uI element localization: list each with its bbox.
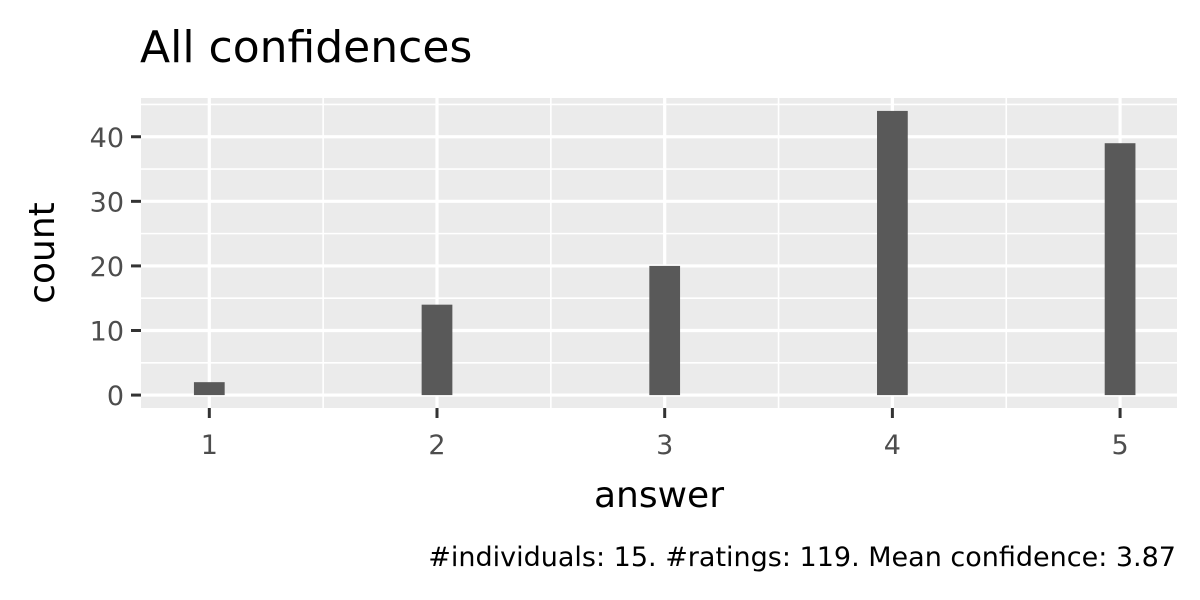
chart-title: All confidences bbox=[140, 22, 472, 73]
y-tick-label: 20 bbox=[90, 252, 124, 283]
x-tick-label: 3 bbox=[656, 430, 673, 461]
x-tick-label: 2 bbox=[428, 430, 445, 461]
y-tick-label: 30 bbox=[90, 187, 124, 218]
bar-1 bbox=[193, 382, 225, 396]
y-axis: 0 10 20 30 40 bbox=[90, 123, 141, 412]
bar-3 bbox=[649, 265, 681, 396]
y-tick-label: 0 bbox=[107, 381, 124, 412]
y-tick-label: 10 bbox=[90, 317, 124, 348]
bar-4 bbox=[877, 110, 908, 396]
bar-5 bbox=[1104, 143, 1136, 396]
y-axis-title: count bbox=[22, 202, 63, 304]
x-axis-title: answer bbox=[594, 475, 724, 516]
x-tick-label: 4 bbox=[884, 430, 901, 461]
x-axis: 1 2 3 4 5 bbox=[201, 408, 1129, 461]
bars bbox=[193, 110, 1136, 396]
y-tick-label: 40 bbox=[90, 123, 124, 154]
x-tick-label: 1 bbox=[201, 430, 218, 461]
x-tick-label: 5 bbox=[1111, 430, 1128, 461]
bar-2 bbox=[421, 304, 453, 396]
chart-caption: #individuals: 15. #ratings: 119. Mean co… bbox=[428, 542, 1176, 573]
